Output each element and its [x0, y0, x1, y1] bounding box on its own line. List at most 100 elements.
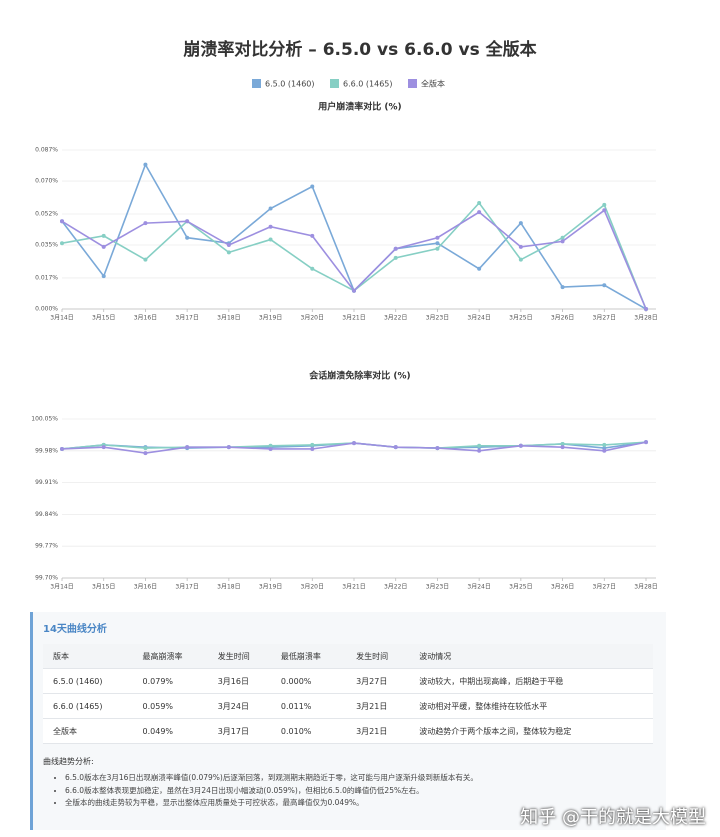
data-point — [60, 241, 64, 246]
data-point — [393, 246, 398, 251]
data-point — [143, 221, 148, 226]
table-cell: 波动相对平缓，整体维持在较低水平 — [409, 693, 653, 719]
x-tick-label: 3月23日 — [426, 584, 449, 591]
data-point — [226, 445, 231, 450]
data-point — [602, 283, 607, 288]
table-body: 6.5.0 (1460) 0.079% 3月16日 0.000% 3月27日 波动较大，中… — [43, 668, 653, 744]
chart-title: 会话崩溃免除率对比 (%) — [309, 370, 410, 382]
x-tick-label: 3月18日 — [217, 315, 240, 322]
series-line — [61, 209, 647, 310]
data-point — [393, 255, 398, 260]
data-point — [560, 441, 565, 446]
data-point — [518, 443, 523, 448]
x-tick-label: 3月27日 — [593, 315, 616, 322]
table-cell: 0.059% — [132, 693, 208, 719]
x-tick-label: 3月19日 — [259, 315, 282, 322]
charts: 崩溃率对比分析 – 6.5.0 vs 6.6.0 vs 全版本 6.5.0 (1… — [31, 39, 657, 591]
y-tick-label: 0.070% — [35, 178, 58, 185]
y-tick-label: 0.035% — [35, 242, 58, 249]
table-row: 6.5.0 (1460) 0.079% 3月16日 0.000% 3月27日 波动较大，中… — [43, 668, 653, 694]
data-point — [268, 237, 273, 242]
x-tick-label: 3月20日 — [301, 315, 324, 322]
data-point — [60, 219, 64, 224]
table-cell: 波动较大，中期出现高峰，后期趋于平稳 — [409, 668, 653, 694]
y-tick-label: 0.052% — [35, 210, 58, 217]
data-point — [310, 184, 315, 189]
table-row: 6.6.0 (1465) 0.059% 3月24日 0.011% 3月21日 波动相对平缓… — [43, 693, 653, 719]
data-point — [60, 446, 64, 451]
data-point — [477, 210, 482, 215]
series-line — [61, 162, 647, 310]
table-cell: 0.011% — [270, 693, 347, 719]
data-point — [477, 266, 482, 271]
data-point — [352, 441, 356, 446]
data-point — [477, 201, 482, 205]
data-point — [477, 448, 482, 453]
data-point — [560, 285, 565, 290]
x-tick-label: 3月20日 — [301, 584, 324, 591]
x-tick-label: 3月22日 — [384, 584, 407, 591]
panel-title: 14天曲线分析 — [43, 624, 107, 635]
x-tick-label: 3月25日 — [509, 584, 532, 591]
x-tick-label: 3月17日 — [175, 315, 198, 322]
data-point — [435, 241, 440, 246]
legend-label: 6.5.0 (1460) — [265, 80, 315, 89]
analysis-panel: 14天曲线分析 版本 最高崩溃率 发生时间 最低崩溃率 发生时间 波动情况 6.5.0 (1… — [30, 612, 666, 830]
data-point — [602, 442, 607, 447]
data-point — [560, 445, 565, 450]
table-cell: 0.049% — [132, 718, 208, 744]
table-cell: 6.6.0 (1465) — [43, 693, 133, 719]
data-point — [101, 244, 106, 249]
data-point — [602, 448, 607, 453]
table-cell: 0.000% — [270, 668, 347, 694]
table-cell: 0.079% — [132, 668, 208, 694]
x-tick-label: 3月28日 — [634, 584, 657, 591]
note-item: 全版本的曲线走势较为平稳，显示出整体应用质量处于可控状态，最高峰值仅为0.049… — [65, 797, 665, 810]
data-point — [143, 257, 148, 262]
notes-list: 6.5.0版本在3月16日出现崩溃率峰值(0.079%)后逐渐回落，到观测期末期… — [55, 772, 665, 810]
data-point — [143, 446, 148, 451]
data-point — [226, 243, 231, 248]
note-item: 6.6.0版本整体表现更加稳定，虽然在3月24日出现小幅波动(0.059%)，但… — [65, 785, 665, 798]
x-tick-label: 3月24日 — [467, 584, 490, 591]
table-row: 全版本 0.049% 3月17日 0.010% 3月21日 波动趋势介于两个版本之间，整体… — [43, 718, 653, 744]
data-point — [435, 246, 440, 251]
data-point — [185, 219, 190, 224]
column-header: 发生时间 — [346, 644, 410, 669]
x-tick-label: 3月16日 — [134, 584, 157, 591]
data-point — [602, 202, 607, 207]
legend-swatch — [408, 79, 417, 88]
x-tick-label: 3月26日 — [551, 315, 574, 322]
y-tick-label: 0.087% — [35, 147, 58, 154]
watermark: 知乎 @干的就是大模型 — [520, 807, 706, 828]
x-tick-label: 3月14日 — [50, 315, 73, 322]
data-point — [560, 235, 565, 240]
x-tick-label: 3月15日 — [92, 584, 115, 591]
data-point — [352, 288, 356, 293]
x-tick-label: 3月24日 — [467, 315, 490, 322]
y-tick-label: 0.017% — [35, 274, 58, 281]
data-point — [268, 206, 273, 211]
x-tick-label: 3月18日 — [217, 584, 240, 591]
x-tick-label: 3月16日 — [134, 315, 157, 322]
legend-swatch — [330, 79, 339, 88]
x-tick-label: 3月25日 — [509, 315, 532, 322]
x-tick-label: 3月21日 — [342, 315, 365, 322]
summary-table: 版本 最高崩溃率 发生时间 最低崩溃率 发生时间 波动情况 6.5.0 (1460) 0.07… — [43, 644, 653, 744]
data-point — [310, 233, 315, 238]
x-tick-label: 3月22日 — [384, 315, 407, 322]
data-point — [101, 274, 106, 279]
data-point — [268, 224, 273, 229]
series-line — [61, 201, 647, 310]
x-tick-label: 3月26日 — [551, 584, 574, 591]
notes-heading: 曲线趋势分析: — [43, 757, 94, 766]
table-cell: 3月16日 — [207, 668, 271, 694]
y-tick-label: 99.98% — [35, 447, 58, 454]
y-tick-label: 99.77% — [35, 543, 58, 550]
legend-label: 6.6.0 (1465) — [343, 80, 393, 89]
data-point — [310, 266, 315, 271]
table-cell: 3月21日 — [346, 693, 410, 719]
data-point — [602, 208, 607, 213]
data-point — [185, 445, 190, 450]
data-point — [268, 443, 273, 448]
